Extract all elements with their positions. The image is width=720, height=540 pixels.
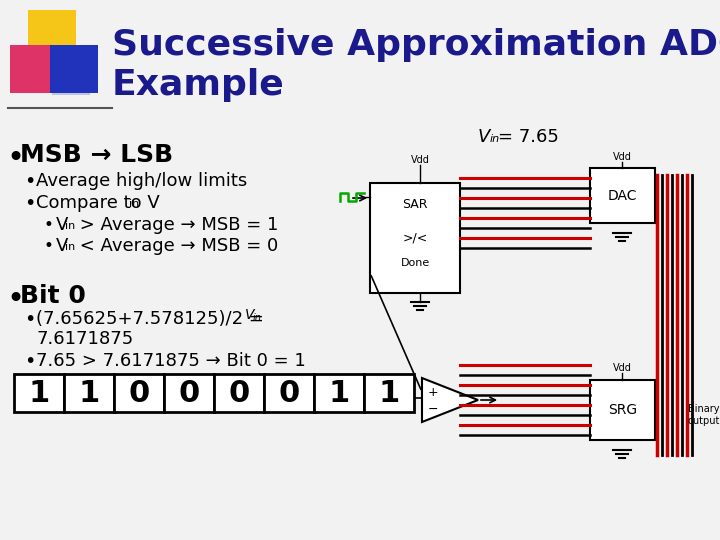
Text: Vdd: Vdd bbox=[613, 363, 631, 373]
Text: •: • bbox=[24, 352, 35, 371]
Polygon shape bbox=[422, 378, 478, 422]
Text: Vdd: Vdd bbox=[613, 152, 631, 162]
Text: Example: Example bbox=[112, 68, 284, 102]
Text: MSB → LSB: MSB → LSB bbox=[20, 143, 173, 167]
Text: Successive Approximation ADC: Successive Approximation ADC bbox=[112, 28, 720, 62]
Text: •: • bbox=[6, 144, 24, 173]
Text: •: • bbox=[24, 310, 35, 329]
Text: 0: 0 bbox=[128, 379, 150, 408]
Bar bbox=[114, 374, 164, 412]
Text: < Average → MSB = 0: < Average → MSB = 0 bbox=[74, 237, 278, 255]
Bar bbox=[370, 183, 460, 293]
Bar bbox=[314, 374, 364, 412]
Text: +: + bbox=[428, 386, 438, 399]
Bar bbox=[214, 374, 264, 412]
Bar bbox=[590, 380, 655, 440]
Text: Compare to V: Compare to V bbox=[36, 194, 160, 212]
Text: SRG: SRG bbox=[608, 403, 637, 417]
Text: SAR: SAR bbox=[402, 199, 428, 212]
Text: Bit 0: Bit 0 bbox=[20, 284, 86, 308]
Text: •: • bbox=[44, 216, 54, 234]
Bar bbox=[28, 10, 76, 58]
Text: 1: 1 bbox=[78, 379, 99, 408]
Text: V: V bbox=[56, 216, 68, 234]
Text: in: in bbox=[253, 313, 262, 323]
Bar bbox=[10, 45, 58, 93]
Text: V: V bbox=[245, 308, 254, 322]
Text: >/<: >/< bbox=[402, 232, 428, 245]
Text: •: • bbox=[6, 285, 24, 314]
Bar bbox=[50, 45, 98, 93]
Bar bbox=[52, 65, 90, 95]
Bar bbox=[64, 374, 114, 412]
Text: = 7.65: = 7.65 bbox=[498, 128, 559, 146]
Text: DAC: DAC bbox=[608, 188, 637, 202]
Bar bbox=[164, 374, 214, 412]
Bar bbox=[264, 374, 314, 412]
Text: •: • bbox=[24, 172, 35, 191]
Text: 7.6171875: 7.6171875 bbox=[36, 330, 133, 348]
Text: Binary
output: Binary output bbox=[688, 404, 720, 426]
Bar bbox=[364, 374, 414, 412]
Text: •: • bbox=[44, 237, 54, 255]
Bar bbox=[14, 374, 64, 412]
Text: 1: 1 bbox=[379, 379, 400, 408]
Text: > Average → MSB = 1: > Average → MSB = 1 bbox=[74, 216, 279, 234]
Text: 0: 0 bbox=[179, 379, 199, 408]
Text: 1: 1 bbox=[28, 379, 50, 408]
Text: in: in bbox=[65, 242, 76, 252]
Text: Done: Done bbox=[400, 258, 430, 268]
Text: •: • bbox=[24, 194, 35, 213]
Text: Average high/low limits: Average high/low limits bbox=[36, 172, 247, 190]
Text: −: − bbox=[428, 402, 438, 415]
Text: V: V bbox=[478, 128, 490, 146]
Text: 1: 1 bbox=[328, 379, 350, 408]
Text: 0: 0 bbox=[228, 379, 250, 408]
Text: V: V bbox=[56, 237, 68, 255]
Text: in: in bbox=[490, 134, 500, 144]
Text: in: in bbox=[129, 199, 139, 209]
Text: in: in bbox=[65, 221, 76, 231]
Text: V: V bbox=[348, 388, 356, 398]
Text: 0: 0 bbox=[279, 379, 300, 408]
Text: Vdd: Vdd bbox=[410, 155, 429, 165]
Text: in: in bbox=[356, 393, 364, 402]
Text: (7.65625+7.578125)/2 =: (7.65625+7.578125)/2 = bbox=[36, 310, 264, 328]
Text: 7.65 > 7.6171875 → Bit 0 = 1: 7.65 > 7.6171875 → Bit 0 = 1 bbox=[36, 352, 306, 370]
Bar bbox=[590, 168, 655, 223]
